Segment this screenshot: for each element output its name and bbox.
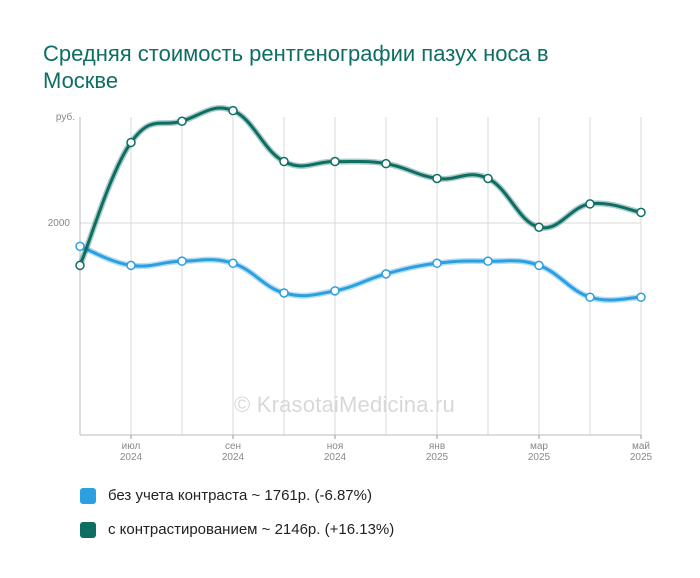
legend-label-series2: с контрастированием ~ 2146р. (+16.13%) — [108, 521, 395, 538]
x-tick-label-year: 2024 — [222, 452, 245, 463]
legend-label-series1: без учета контраста ~ 1761р. (-6.87%) — [108, 487, 372, 504]
data-point-series2 — [177, 116, 187, 126]
data-point-series2 — [483, 173, 493, 184]
data-point-series1 — [381, 269, 391, 279]
series-line-shadow-1 — [77, 243, 644, 303]
data-point-series1 — [483, 256, 493, 266]
chart-title: Средняя стоимость рентгенографии пазух н… — [43, 41, 549, 93]
data-point-series1 — [75, 241, 85, 252]
x-tick-label: июл — [122, 441, 141, 452]
data-point-series1 — [177, 256, 187, 266]
data-point-series1 — [636, 292, 646, 302]
data-point-series1 — [585, 292, 595, 302]
legend-swatch-series1 — [80, 487, 96, 504]
data-point-series2 — [636, 207, 646, 218]
grid — [80, 117, 642, 435]
data-point-series2 — [381, 158, 391, 169]
data-point-series2 — [330, 156, 340, 167]
series-line-shadow-2 — [77, 105, 644, 269]
x-tick-label: янв — [429, 441, 445, 452]
x-tick-label-year: 2024 — [120, 452, 143, 463]
data-point-series1 — [330, 286, 340, 296]
data-point-series2 — [279, 156, 289, 167]
series-line-1 — [78, 244, 643, 302]
data-point-series2 — [534, 222, 544, 232]
x-tick-label: сен — [225, 441, 241, 452]
x-tick-label: мар — [530, 441, 548, 452]
x-tick-label: май — [632, 441, 650, 452]
x-tick-label-year: 2025 — [528, 452, 551, 463]
x-tick-label-year: 2025 — [630, 452, 653, 463]
series-line-2 — [78, 106, 643, 267]
data-point-series1 — [126, 260, 136, 271]
data-point-series2 — [75, 260, 85, 271]
data-point-series2 — [228, 105, 238, 116]
points-group — [75, 105, 646, 302]
data-point-series1 — [228, 258, 238, 269]
series-group — [77, 105, 644, 303]
x-tick-label-year: 2024 — [324, 452, 347, 463]
data-point-series1 — [432, 258, 442, 269]
axes: 2000руб.июл2024сен2024ноя2024янв2025мар2… — [48, 111, 653, 463]
data-point-series1 — [279, 288, 289, 298]
legend-swatch-series2 — [80, 521, 96, 538]
y-axis-unit-label: руб. — [56, 111, 75, 123]
data-point-series1 — [534, 260, 544, 271]
legend-item-series2[interactable]: с контрастированием ~ 2146р. (+16.13%) — [80, 521, 394, 538]
y-tick-label: 2000 — [48, 218, 71, 229]
data-point-series2 — [585, 199, 595, 209]
data-point-series2 — [432, 173, 442, 184]
data-point-series2 — [126, 137, 136, 148]
x-tick-label-year: 2025 — [426, 452, 449, 463]
legend-item-series1[interactable]: без учета контраста ~ 1761р. (-6.87%) — [80, 487, 372, 504]
x-tick-label: ноя — [327, 441, 344, 452]
watermark: © KrasotaiMedicina.ru — [234, 392, 455, 417]
